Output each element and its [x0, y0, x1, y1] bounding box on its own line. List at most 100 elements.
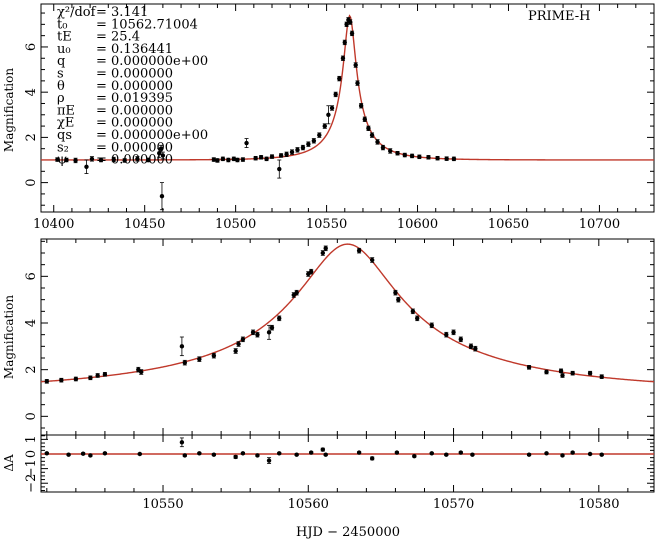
point-marker [344, 22, 349, 27]
data-point [558, 368, 564, 374]
point-marker [526, 452, 532, 457]
param-symbol: s [57, 67, 64, 82]
data-point [266, 457, 272, 464]
point-marker [308, 269, 314, 274]
data-point [179, 336, 185, 357]
point-marker [277, 166, 282, 172]
data-point [278, 153, 284, 158]
data-point [355, 80, 360, 86]
point-marker [102, 372, 108, 377]
data-point [349, 30, 355, 37]
data-point [122, 158, 127, 163]
point-marker [435, 155, 440, 161]
data-point [226, 157, 231, 163]
point-marker [266, 458, 272, 463]
point-marker [558, 368, 564, 374]
point-marker [197, 451, 202, 456]
param-value: = 0.000000 [96, 79, 173, 94]
x-tick-label: 10570 [433, 497, 474, 512]
point-marker [137, 451, 142, 457]
point-marker [44, 451, 50, 456]
data-point [98, 157, 104, 163]
point-marker [412, 453, 417, 459]
point-marker [306, 141, 311, 147]
data-point [458, 450, 464, 455]
point-marker [160, 153, 166, 158]
point-marker [215, 158, 220, 163]
data-point [258, 155, 264, 160]
y-tick-label: 1 [24, 435, 39, 443]
point-marker [122, 158, 127, 163]
point-marker [266, 330, 272, 335]
data-point [415, 315, 420, 322]
y-axis-label-zoom: Magnification [2, 295, 16, 379]
data-point [137, 451, 142, 457]
panel-full-frame [40, 3, 655, 213]
point-marker [158, 146, 164, 151]
data-point [73, 157, 78, 164]
y-tick-label: 2 [24, 133, 39, 141]
data-point [323, 452, 328, 457]
point-marker [250, 330, 256, 335]
data-point [80, 451, 86, 456]
x-tick-label: 10400 [33, 217, 74, 232]
param-value: = 0.000000 [96, 140, 173, 155]
data-point [44, 379, 50, 384]
point-marker [468, 344, 474, 349]
data-point [73, 376, 79, 382]
data-point [526, 365, 532, 370]
point-marker [80, 451, 86, 456]
point-marker [211, 353, 217, 358]
data-point [240, 157, 246, 162]
data-point [458, 336, 464, 343]
point-marker [98, 157, 104, 163]
data-point [587, 451, 593, 457]
data-point [356, 247, 362, 254]
point-marker [233, 454, 238, 460]
param-value: = 0.019395 [96, 91, 173, 106]
point-marker [179, 344, 185, 349]
point-marker [409, 153, 415, 159]
point-marker [146, 157, 151, 163]
point-marker [526, 365, 532, 370]
point-marker [326, 112, 331, 117]
x-tick-label: 10650 [488, 217, 529, 232]
data-point [308, 268, 314, 275]
point-marker [269, 325, 275, 330]
point-marker [587, 370, 593, 376]
point-marker [444, 332, 449, 337]
data-point [329, 105, 335, 111]
point-marker [277, 316, 282, 321]
data-point [102, 451, 108, 456]
point-marker [356, 450, 362, 455]
point-marker [264, 156, 269, 162]
data-point [402, 152, 407, 158]
data-point [388, 148, 393, 154]
y-tick-label: −1 [24, 459, 39, 478]
data-point [236, 341, 241, 347]
data-point [358, 103, 364, 109]
param-value: = 0.000000 [96, 103, 173, 118]
point-marker [451, 330, 456, 335]
param-symbol: tE [57, 30, 72, 45]
point-marker [323, 452, 328, 457]
point-marker [240, 157, 246, 162]
data-point [429, 451, 434, 456]
data-point [470, 452, 475, 457]
data-point [277, 315, 282, 322]
point-marker [84, 164, 89, 169]
data-point [526, 452, 532, 457]
data-point [311, 138, 317, 144]
point-marker [587, 451, 593, 457]
data-point [269, 324, 275, 331]
param-value: = 0.000000e+00 [96, 128, 208, 143]
data-point [417, 154, 422, 160]
data-point [211, 352, 217, 359]
data-point [451, 156, 457, 162]
param-symbol: s₂ [57, 140, 69, 155]
point-marker [358, 103, 364, 108]
point-marker [284, 152, 289, 157]
point-marker [337, 76, 342, 81]
data-point [89, 156, 95, 162]
data-point [375, 139, 380, 145]
